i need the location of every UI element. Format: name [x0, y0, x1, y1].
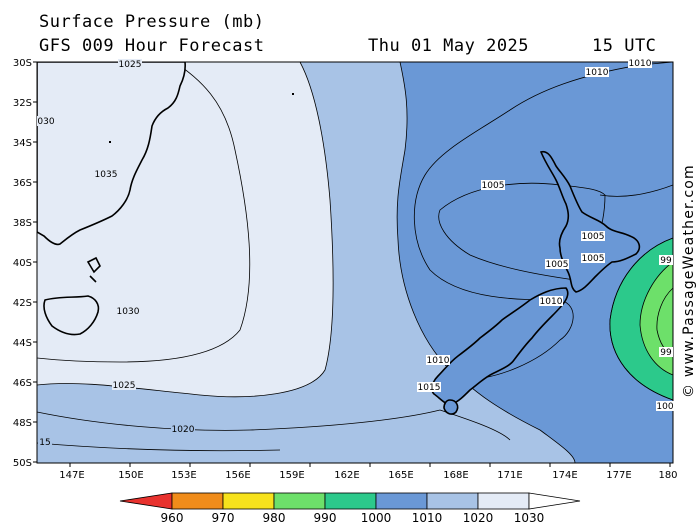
tasmania [43, 295, 100, 336]
legend-swatch [222, 492, 275, 510]
legend-swatch [375, 492, 428, 510]
isobar-1005 [599, 184, 673, 197]
isobar-1020 [396, 62, 576, 463]
legend-label: 990 [314, 511, 337, 525]
lon-tick: 180 [658, 470, 677, 481]
lon-tick: 156E [225, 470, 250, 481]
isobar-1030 [37, 62, 251, 363]
lat-tick: 42S [13, 298, 32, 309]
lat-tick: 46S [13, 378, 32, 389]
credit-text: © www.PassageWeather.com [681, 164, 697, 398]
isobar-label: 1015 [418, 383, 441, 393]
isobar-label: 1010 [540, 297, 563, 307]
isobar-label: 1020 [172, 425, 195, 435]
legend-label: 1010 [412, 511, 443, 525]
lat-tick: 32S [13, 98, 32, 109]
isobar-label: 100 [656, 402, 673, 412]
lat-tick: 34S [13, 138, 32, 149]
forecast-time: 15 UTC [592, 36, 657, 56]
lat-tick: 48S [13, 418, 32, 429]
band-980-990 [639, 261, 673, 376]
isobar-1000 [609, 237, 673, 401]
legend-swatch [324, 492, 377, 510]
lon-tick: 165E [388, 470, 413, 481]
isobar-labels: 1025 030 1035 1030 1025 1020 15 1010 101… [37, 58, 674, 448]
forecast-label: GFS 009 Hour Forecast [39, 36, 265, 56]
legend-label: 980 [263, 511, 286, 525]
legend-arrow-high [528, 492, 581, 510]
legend-label: 1030 [514, 511, 545, 525]
isobar-label: 1030 [117, 307, 140, 317]
lat-tick: 50S [13, 458, 32, 469]
isobar-label: 15 [39, 438, 50, 448]
isobar-label: 1010 [427, 356, 450, 366]
legend-label: 960 [161, 511, 184, 525]
lat-tick: 44S [13, 338, 32, 349]
isobars [37, 62, 673, 463]
lon-tick: 171E [497, 470, 522, 481]
lon-tick: 159E [279, 470, 304, 481]
lord-howe [292, 93, 294, 95]
lat-tick: 38S [13, 218, 32, 229]
lat-tick: 40S [13, 258, 32, 269]
isobar-label: 1025 [119, 60, 142, 70]
legend-swatch [426, 492, 479, 510]
isobar-label: 1010 [629, 59, 652, 69]
lon-tick: 177E [606, 470, 631, 481]
lon-axis: 147E 150E 153E 156E 159E 162E 165E 168E … [59, 463, 678, 481]
legend-arrow-low [119, 492, 173, 510]
lon-tick: 153E [171, 470, 196, 481]
stewart-island [443, 399, 459, 415]
isobar-1025 [37, 62, 334, 398]
lon-tick: 174E [552, 470, 577, 481]
lon-tick: 162E [334, 470, 359, 481]
small-island [109, 141, 111, 143]
lon-tick: 147E [59, 470, 84, 481]
nz-north-island [539, 150, 641, 293]
isobar-1015-s [37, 442, 281, 452]
isobar-label: 1005 [582, 254, 605, 264]
isobar-label: 1005 [482, 181, 505, 191]
isobar-label: 1005 [546, 260, 569, 270]
bass-islands [86, 256, 101, 283]
australia-land [37, 62, 186, 246]
pressure-legend: 960 970 980 990 1000 1010 1020 1030 [119, 492, 581, 525]
legend-swatch [171, 492, 224, 510]
isobar-label: 99 [660, 348, 672, 358]
map-title: Surface Pressure (mb) [39, 12, 265, 32]
legend-swatch [477, 492, 530, 510]
lat-tick: 30S [13, 58, 32, 69]
isobar-label: 1025 [113, 381, 136, 391]
lon-tick: 150E [118, 470, 143, 481]
isobar-label: 1035 [95, 170, 118, 180]
legend-swatch [273, 492, 326, 510]
lat-axis: 30S 32S 34S 36S 38S 40S 42S 44S 46S 48S … [13, 58, 37, 469]
legend-label: 970 [212, 511, 235, 525]
lat-tick: 36S [13, 178, 32, 189]
isobar-label: 030 [37, 117, 54, 127]
legend-label: 1000 [361, 511, 392, 525]
lon-tick: 168E [443, 470, 468, 481]
forecast-date: Thu 01 May 2025 [368, 36, 530, 56]
isobar-1020-s [37, 409, 441, 431]
isobar-label: 99 [660, 256, 672, 266]
isobar-label: 1005 [582, 232, 605, 242]
legend-label: 1020 [463, 511, 494, 525]
nz-south-island [431, 287, 569, 406]
isobar-label: 1010 [586, 68, 609, 78]
